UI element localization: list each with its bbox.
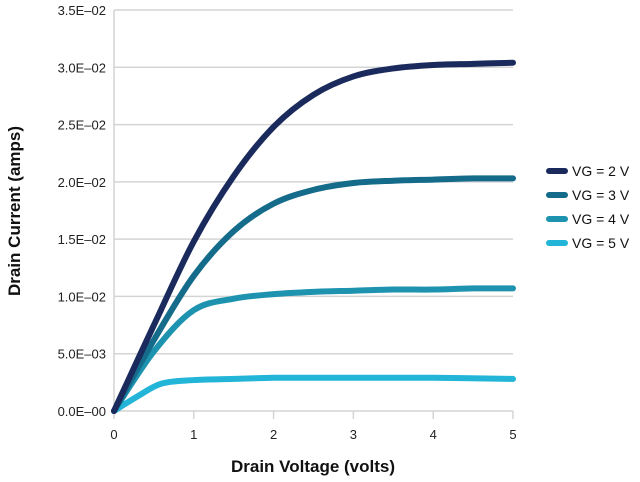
x-tick-label: 2 <box>270 427 277 442</box>
series-line <box>111 175 516 414</box>
x-tick-label: 3 <box>350 427 357 442</box>
series-line <box>111 59 516 414</box>
x-tick-label: 0 <box>110 427 117 442</box>
x-tick-label: 4 <box>430 427 437 442</box>
series-line <box>111 374 516 414</box>
y-axis-label: Drain Current (amps) <box>5 126 24 296</box>
x-axis-label: Drain Voltage (volts) <box>231 457 395 476</box>
legend-label: VG = 3 V <box>572 187 630 203</box>
y-tick-label: 0.0E–00 <box>58 404 106 419</box>
legend-label: VG = 2 V <box>572 163 630 179</box>
y-tick-label: 2.5E–02 <box>58 118 106 133</box>
series-line <box>111 285 516 414</box>
y-tick-label: 3.0E–02 <box>58 60 106 75</box>
y-tick-label: 1.0E–02 <box>58 289 106 304</box>
legend-label: VG = 5 V <box>572 235 630 251</box>
y-tick-label: 5.0E–03 <box>58 347 106 362</box>
y-tick-label: 1.5E–02 <box>58 232 106 247</box>
x-tick-label: 5 <box>509 427 516 442</box>
y-tick-label: 3.5E–02 <box>58 3 106 18</box>
legend-label: VG = 4 V <box>572 211 630 227</box>
x-tick-label: 1 <box>190 427 197 442</box>
y-tick-label: 2.0E–02 <box>58 175 106 190</box>
